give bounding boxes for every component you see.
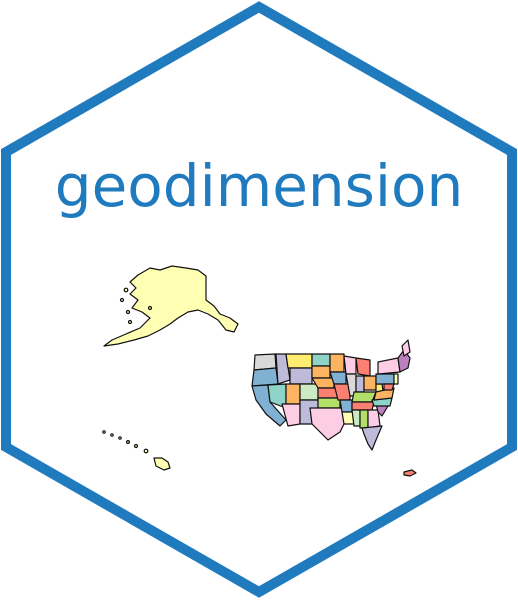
state-ut: [285, 383, 301, 405]
contiguous-states: [251, 339, 411, 451]
state-co: [299, 383, 319, 401]
state-mi: [355, 357, 371, 377]
state-in: [355, 375, 365, 393]
state-sd: [311, 365, 331, 379]
state-ar: [339, 399, 353, 413]
us-states-map-icon: [102, 265, 417, 477]
state-or: [251, 367, 279, 387]
state-pa: [375, 373, 395, 385]
state-mt: [285, 353, 313, 369]
alaska-shape: [103, 265, 239, 347]
state-wy: [289, 367, 313, 385]
package-title: geodimension: [55, 152, 463, 220]
state-fl: [361, 425, 383, 451]
state-nd: [311, 353, 331, 367]
state-nj: [393, 373, 399, 385]
caribbean-island: [403, 469, 417, 477]
state-md: [383, 383, 395, 391]
state-ok: [317, 397, 341, 409]
state-tn: [351, 401, 375, 411]
state-al: [359, 409, 369, 429]
state-ms: [351, 409, 361, 427]
state-wi: [343, 355, 357, 375]
hawaii-islands: [102, 430, 171, 471]
state-oh: [363, 375, 377, 391]
state-me: [401, 339, 411, 357]
state-mn: [329, 353, 345, 373]
alaska-islands: [119, 287, 153, 325]
state-wa: [253, 353, 277, 371]
